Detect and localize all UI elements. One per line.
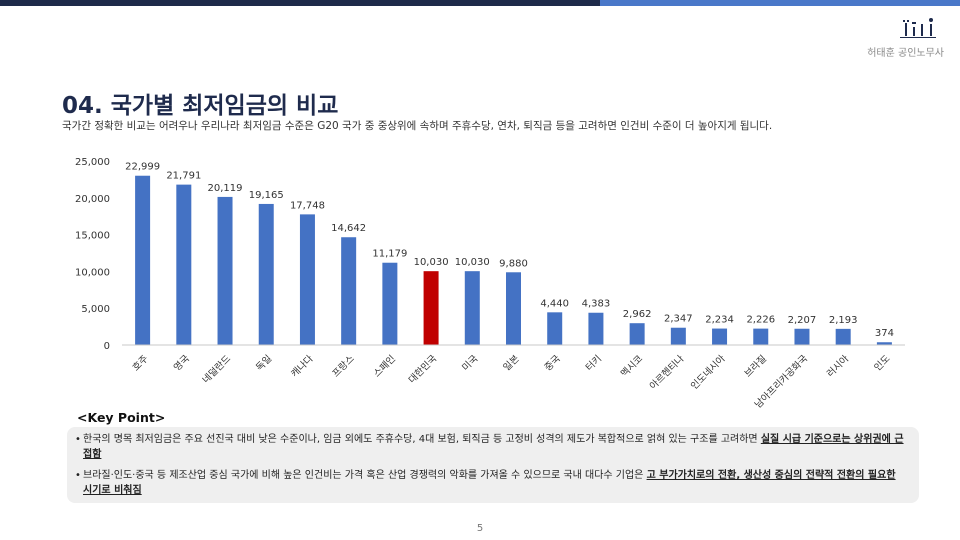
y-tick-label: 20,000 bbox=[75, 194, 110, 205]
key-point-highlight: 실질 시급 기준으로는 상위권에 근접함 bbox=[83, 434, 904, 460]
value-label: 4,440 bbox=[540, 298, 569, 309]
page-number: 5 bbox=[476, 523, 484, 534]
x-tick-label: 네덜란드 bbox=[200, 352, 233, 385]
value-label: 374 bbox=[875, 328, 894, 339]
value-label: 4,383 bbox=[582, 299, 611, 310]
y-tick-label: 0 bbox=[104, 341, 110, 352]
value-label: 10,030 bbox=[414, 257, 449, 268]
bullet: • bbox=[75, 434, 81, 445]
brand-logo-icon bbox=[900, 18, 936, 38]
value-label: 19,165 bbox=[249, 190, 284, 201]
value-label: 14,642 bbox=[331, 223, 366, 234]
value-label: 2,347 bbox=[664, 314, 693, 325]
chart-bars bbox=[135, 175, 892, 345]
bar bbox=[176, 184, 192, 345]
x-tick-label: 중국 bbox=[543, 353, 563, 373]
bar bbox=[382, 262, 398, 345]
value-label: 2,962 bbox=[623, 309, 652, 320]
key-point-text: 한국의 명목 최저임금은 주요 선진국 대비 낮은 수준이나, 임금 외에도 주… bbox=[83, 434, 761, 445]
bar bbox=[794, 328, 810, 345]
value-label: 2,207 bbox=[788, 315, 817, 326]
value-label: 9,880 bbox=[499, 258, 528, 269]
top-accent-bar-dark bbox=[0, 0, 600, 6]
x-tick-label: 호주 bbox=[131, 353, 151, 373]
top-accent-bar-light bbox=[600, 0, 960, 6]
top-accent-bar bbox=[0, 0, 960, 6]
key-point-box: • 한국의 명목 최저임금은 주요 선진국 대비 낮은 수준이나, 임금 외에도… bbox=[67, 427, 919, 503]
value-label: 17,748 bbox=[290, 200, 325, 211]
value-label: 2,193 bbox=[829, 315, 858, 326]
x-tick-label: 브라질 bbox=[742, 353, 769, 380]
key-point-item: • 브라질·인도·중국 등 제조산업 중심 국가에 비해 높은 인건비는 가격 … bbox=[75, 468, 905, 498]
value-label: 11,179 bbox=[372, 249, 407, 260]
x-tick-label: 스페인 bbox=[372, 353, 398, 379]
x-tick-label: 인도네시아 bbox=[689, 353, 728, 392]
bar bbox=[753, 328, 769, 345]
x-tick-label: 독일 bbox=[254, 353, 274, 373]
x-tick-label: 터키 bbox=[584, 353, 604, 373]
x-tick-label: 대한민국 bbox=[407, 353, 440, 386]
y-tick-label: 5,000 bbox=[81, 304, 110, 315]
value-label: 21,791 bbox=[166, 171, 201, 182]
key-point-item: • 한국의 명목 최저임금은 주요 선진국 대비 낮은 수준이나, 임금 외에도… bbox=[75, 432, 905, 462]
bar bbox=[423, 271, 439, 345]
value-label: 2,226 bbox=[746, 315, 775, 326]
x-tick-label: 미국 bbox=[460, 353, 480, 373]
value-label: 10,030 bbox=[455, 257, 490, 268]
x-tick-label: 일본 bbox=[501, 353, 521, 373]
bar bbox=[588, 312, 604, 345]
bar bbox=[135, 175, 151, 345]
value-label: 20,119 bbox=[208, 183, 243, 194]
x-tick-label: 멕시코 bbox=[619, 353, 646, 380]
x-tick-label: 아르헨티나 bbox=[647, 352, 687, 392]
bar bbox=[464, 271, 480, 345]
y-tick-label: 25,000 bbox=[75, 157, 110, 168]
bar bbox=[835, 328, 851, 345]
y-axis-tick-labels: 0 5,000 10,000 15,000 20,000 25,000 bbox=[75, 157, 110, 352]
key-point-highlight: 고 부가가치로의 전환, 생산성 중심의 전략적 전환의 필요한 시기로 비춰짐 bbox=[83, 470, 896, 496]
bar bbox=[712, 328, 728, 345]
value-label: 2,234 bbox=[705, 315, 734, 326]
chart-value-labels: 22,999 21,791 20,119 19,165 17,748 14,642 11,1… bbox=[125, 162, 894, 340]
bar bbox=[876, 342, 892, 345]
bar bbox=[629, 323, 645, 345]
x-tick-label: 영국 bbox=[172, 353, 192, 373]
page-subtitle: 국가간 정확한 비교는 어려우나 우리나라 최저임금 수준은 G20 국가 중 … bbox=[62, 120, 773, 132]
bar bbox=[670, 327, 686, 345]
bar bbox=[217, 196, 233, 345]
bar bbox=[506, 272, 521, 345]
bullet: • bbox=[75, 470, 81, 481]
x-tick-label: 인도 bbox=[872, 353, 892, 373]
y-tick-label: 10,000 bbox=[75, 267, 110, 278]
bar bbox=[547, 312, 563, 345]
bar bbox=[299, 214, 315, 345]
brand-name: 허태훈 공인노무사 bbox=[867, 48, 944, 59]
y-tick-label: 15,000 bbox=[75, 231, 110, 242]
page-title: 04. 국가별 최저임금의 비교 bbox=[62, 93, 339, 119]
key-point-text: 브라질·인도·중국 등 제조산업 중심 국가에 비해 높은 인건비는 가격 혹은… bbox=[83, 470, 647, 481]
bar bbox=[341, 237, 357, 345]
x-tick-label: 프랑스 bbox=[330, 352, 357, 379]
bar bbox=[258, 203, 274, 345]
x-tick-label: 러시아 bbox=[825, 353, 852, 380]
key-point-title: <Key Point> bbox=[77, 410, 166, 425]
minimum-wage-bar-chart: 0 5,000 10,000 15,000 20,000 25,000 22,999 21,… bbox=[75, 157, 905, 410]
x-axis-category-labels: 호주 영국 네덜란드 독일 캐나다 프랑스 스페인 대한민국 미국 일본 중국 터키 멕시코 아르헨티나 인… bbox=[131, 352, 893, 410]
value-label: 22,999 bbox=[125, 162, 160, 173]
x-tick-label: 캐나다 bbox=[289, 353, 316, 380]
